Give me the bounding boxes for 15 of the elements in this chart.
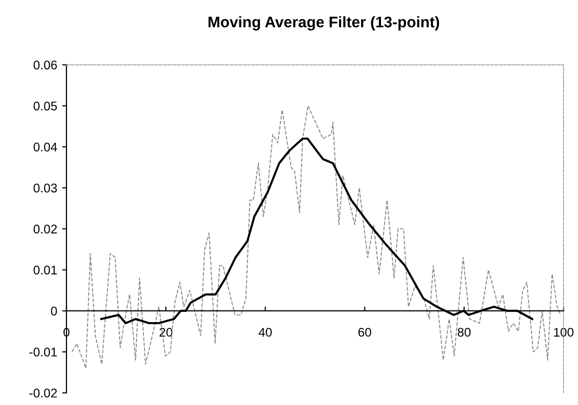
chart-title: Moving Average Filter (13-point) <box>208 16 440 31</box>
y-tick-label: -0.02 <box>30 388 57 398</box>
y-tick-label: 0.03 <box>34 184 57 192</box>
x-tick-label: 80 <box>458 328 471 337</box>
x-tick-label: 60 <box>358 328 372 337</box>
x-tick-label: 20 <box>160 328 172 337</box>
x-tick-label: 100 <box>554 328 574 337</box>
y-tick-label: -0.01 <box>30 348 57 356</box>
y-tick-label: 0.04 <box>34 142 58 152</box>
y-tick-label: 0 <box>50 306 57 316</box>
x-tick-label: 40 <box>258 328 272 337</box>
y-tick-label: 0.01 <box>34 266 57 274</box>
y-tick-label: 0.06 <box>34 60 57 70</box>
y-tick-label: 0.05 <box>34 102 57 110</box>
y-tick-label: 0.02 <box>34 224 57 234</box>
